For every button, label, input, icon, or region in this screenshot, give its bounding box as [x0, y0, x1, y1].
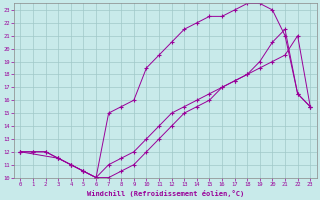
X-axis label: Windchill (Refroidissement éolien,°C): Windchill (Refroidissement éolien,°C) — [87, 190, 244, 197]
